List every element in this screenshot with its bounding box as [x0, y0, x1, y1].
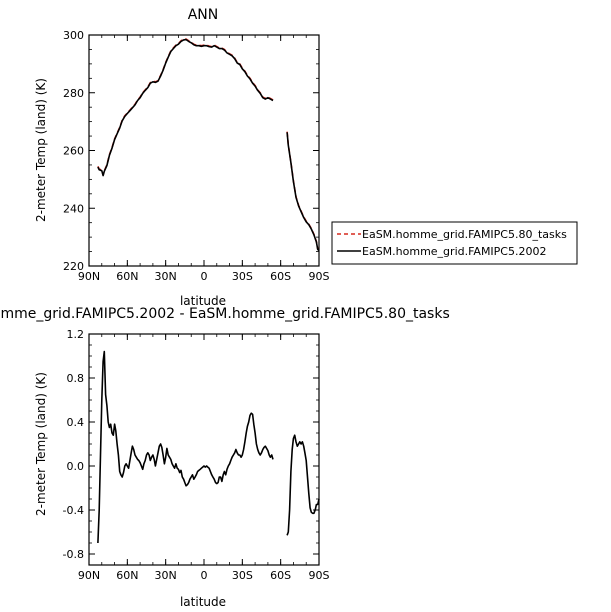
y-tick-label: 300	[63, 29, 84, 42]
x-tick-label: 90N	[78, 569, 100, 582]
bottom-chart-series	[97, 350, 320, 544]
top-chart-legend: EaSM.homme_grid.FAMIPC5.80_tasks EaSM.ho…	[331, 221, 578, 265]
top-chart-x-axis-label: latitude	[180, 294, 226, 308]
x-tick-label: 0	[201, 270, 208, 283]
x-tick-label: 60N	[116, 270, 138, 283]
top-plot-frame	[88, 34, 320, 267]
x-tick-label: 60S	[270, 270, 291, 283]
top-series-0-segment-1	[286, 131, 320, 251]
y-tick-label: 280	[63, 87, 84, 100]
legend-box	[331, 221, 578, 265]
legend-label-2002: EaSM.homme_grid.FAMIPC5.2002	[362, 245, 546, 258]
y-tick-label: 0.4	[67, 416, 85, 429]
bottom-chart-title: EaSM.homme_grid.FAMIPC5.2002 - EaSM.homm…	[0, 306, 450, 322]
bottom-chart-axes: 90N 60N 30N 0 30S 60S 90S -0.8 -0.4 0.0 0.4 0.8 1.2	[63, 328, 330, 582]
y-tick-label: 220	[63, 260, 84, 273]
top-chart-series	[97, 38, 320, 252]
x-tick-label: 60N	[116, 569, 138, 582]
top-chart-y-axis-label: 2-meter Temp (land) (K)	[34, 78, 48, 222]
y-tick-label: 260	[63, 145, 84, 158]
top-series-0-segment-0	[97, 38, 274, 176]
top-chart: ANN 90N 60N 30N 0 30S 60S 90S 220 240 260 280 300 l…	[34, 7, 578, 308]
y-tick-label: 240	[63, 202, 84, 215]
bottom-chart: EaSM.homme_grid.FAMIPC5.2002 - EaSM.homm…	[0, 306, 450, 609]
x-tick-label: 30S	[232, 270, 253, 283]
x-tick-label: 30N	[155, 270, 177, 283]
x-tick-label: 60S	[270, 569, 291, 582]
x-tick-label: 90S	[309, 569, 330, 582]
bottom-chart-x-axis-label: latitude	[180, 595, 226, 609]
bottom-series-0-segment-0	[97, 350, 274, 544]
y-tick-label: 0.8	[67, 372, 85, 385]
bottom-plot-frame	[88, 333, 320, 566]
x-tick-label: 0	[201, 569, 208, 582]
top-series-1-segment-0	[97, 38, 274, 177]
x-tick-label: 90S	[309, 270, 330, 283]
x-tick-label: 30N	[155, 569, 177, 582]
y-tick-label: -0.4	[63, 504, 84, 517]
top-chart-axes: 90N 60N 30N 0 30S 60S 90S 220 240 260 280 300	[63, 29, 330, 283]
legend-label-80-tasks: EaSM.homme_grid.FAMIPC5.80_tasks	[362, 228, 567, 241]
y-tick-label: -0.8	[63, 548, 84, 561]
top-chart-title: ANN	[188, 7, 219, 23]
y-tick-label: 1.2	[67, 328, 85, 341]
top-series-1-segment-1	[286, 132, 320, 252]
y-tick-label: 0.0	[67, 460, 85, 473]
x-tick-label: 90N	[78, 270, 100, 283]
bottom-series-0-segment-1	[286, 434, 320, 536]
bottom-chart-y-axis-label: 2-meter Temp (land) (K)	[34, 372, 48, 516]
x-tick-label: 30S	[232, 569, 253, 582]
